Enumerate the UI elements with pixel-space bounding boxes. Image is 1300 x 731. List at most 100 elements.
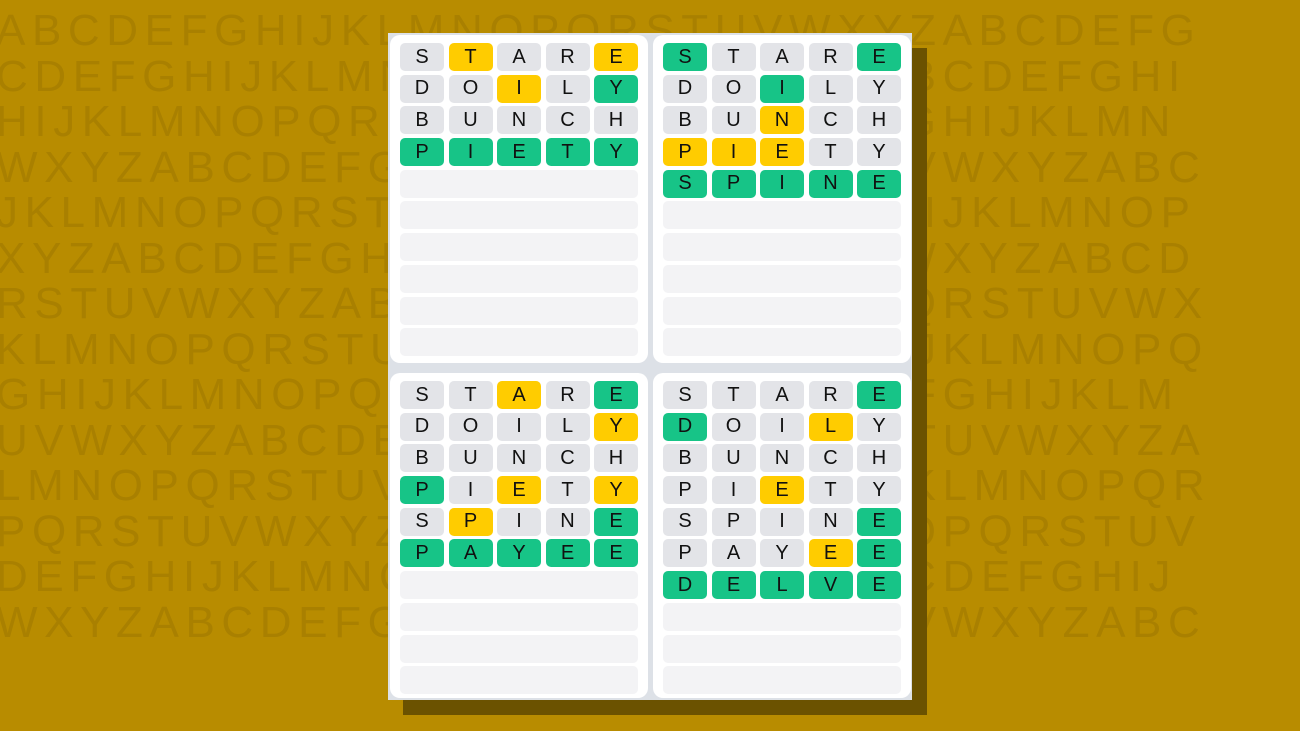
tile-correct: E	[594, 539, 638, 568]
tile-correct: E	[594, 381, 638, 409]
tile-absent: S	[400, 507, 444, 536]
tile-present: P	[663, 138, 707, 167]
tile-correct: E	[857, 43, 901, 71]
tile-correct: P	[400, 138, 444, 167]
empty-row	[400, 634, 638, 663]
tile-present: I	[711, 138, 756, 167]
tile-absent: Y	[857, 476, 901, 505]
tile-absent: Y	[857, 412, 901, 441]
tile-absent: N	[808, 507, 853, 536]
tile-absent: D	[400, 74, 444, 103]
tile-absent: S	[663, 507, 707, 536]
tile-absent: I	[497, 507, 541, 536]
tile-correct: I	[760, 169, 804, 198]
tile-absent: P	[711, 507, 756, 536]
tile-absent: I	[711, 476, 756, 505]
tile-correct: E	[545, 539, 590, 568]
tile-absent: H	[594, 444, 638, 473]
empty-row	[663, 201, 901, 230]
tile-absent: R	[545, 381, 590, 409]
tile-correct: P	[400, 476, 444, 505]
tile-correct: T	[545, 138, 590, 167]
tile-present: I	[497, 74, 541, 103]
empty-row	[400, 264, 638, 293]
empty-row	[400, 201, 638, 230]
tile-correct: D	[663, 571, 707, 600]
empty-row	[400, 296, 638, 325]
tile-correct: E	[857, 507, 901, 536]
tile-absent: N	[497, 106, 541, 135]
tile-correct: Y	[497, 539, 541, 568]
empty-row	[400, 328, 638, 357]
tile-absent: L	[545, 74, 590, 103]
tile-absent: C	[808, 106, 853, 135]
tile-absent: C	[545, 444, 590, 473]
tile-present: E	[808, 539, 853, 568]
tile-correct: Y	[594, 74, 638, 103]
empty-row	[400, 169, 638, 198]
tile-absent: U	[711, 106, 756, 135]
tile-present: E	[497, 476, 541, 505]
tile-absent: I	[497, 412, 541, 441]
empty-row	[400, 602, 638, 631]
tile-absent: S	[400, 381, 444, 409]
tile-absent: B	[663, 106, 707, 135]
tile-correct: I	[760, 74, 804, 103]
tile-absent: U	[448, 106, 493, 135]
tile-correct: E	[857, 571, 901, 600]
tile-correct: E	[594, 507, 638, 536]
tile-absent: A	[711, 539, 756, 568]
tile-absent: R	[545, 43, 590, 71]
tile-correct: S	[663, 43, 707, 71]
tile-correct: N	[808, 169, 853, 198]
tile-absent: T	[808, 138, 853, 167]
empty-row	[663, 296, 901, 325]
tile-absent: L	[545, 412, 590, 441]
tile-correct: E	[711, 571, 756, 600]
tile-absent: H	[857, 444, 901, 473]
tile-absent: I	[448, 476, 493, 505]
tile-correct: V	[808, 571, 853, 600]
tile-absent: N	[760, 444, 804, 473]
tile-present: Y	[594, 412, 638, 441]
tile-absent: D	[400, 412, 444, 441]
tile-absent: B	[663, 444, 707, 473]
tile-absent: P	[663, 539, 707, 568]
tile-correct: E	[857, 539, 901, 568]
tile-correct: P	[400, 539, 444, 568]
tile-correct: E	[857, 381, 901, 409]
tile-present: E	[760, 476, 804, 505]
tile-absent: N	[545, 507, 590, 536]
tile-absent: Y	[857, 138, 901, 167]
tile-absent: S	[400, 43, 444, 71]
tile-correct: P	[711, 169, 756, 198]
tile-present: A	[497, 381, 541, 409]
tile-absent: O	[711, 412, 756, 441]
tile-absent: O	[448, 412, 493, 441]
tile-absent: T	[711, 381, 756, 409]
tile-absent: H	[857, 106, 901, 135]
tile-present: T	[448, 43, 493, 71]
tile-present: Y	[594, 476, 638, 505]
tile-absent: Y	[760, 539, 804, 568]
tile-absent: T	[448, 381, 493, 409]
tile-absent: C	[808, 444, 853, 473]
empty-row	[663, 602, 901, 631]
tile-present: E	[760, 138, 804, 167]
empty-row	[663, 666, 901, 695]
